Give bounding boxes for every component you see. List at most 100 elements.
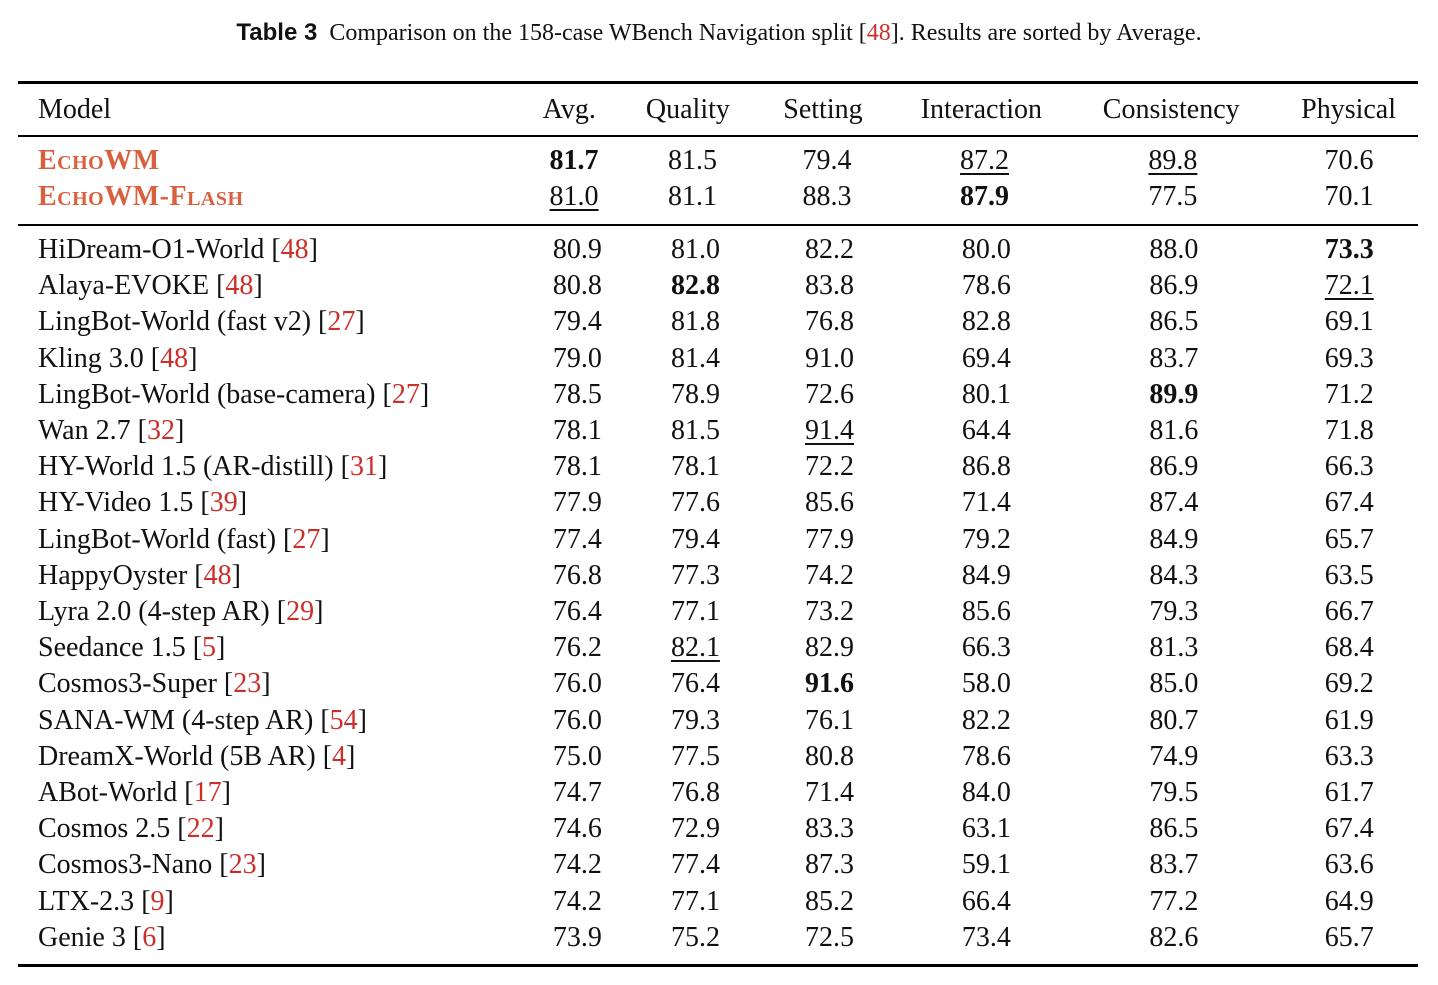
table-row: Cosmos 2.5 [22] 74.6 72.9 83.3 63.1 86.5 67.4 — [18, 811, 1418, 847]
model-cell: ABot-World [17] — [38, 777, 231, 809]
citation-link[interactable]: 27 — [327, 306, 356, 338]
model-name: Alaya-EVOKE — [38, 270, 210, 302]
physical-cell: 73.3 — [1281, 232, 1418, 268]
citation-link[interactable]: 27 — [391, 378, 420, 410]
physical-cell: 65.7 — [1281, 522, 1418, 558]
avg-value: 76.4 — [552, 596, 602, 628]
citation-link[interactable]: 22 — [186, 813, 215, 845]
citation-link[interactable]: 6 — [142, 921, 157, 953]
avg-value: 76.2 — [552, 632, 602, 664]
model-cell: LingBot-World (fast) [27] — [38, 523, 330, 555]
avg-value: 78.1 — [552, 415, 602, 447]
table-row: Cosmos3-Super [23] 76.0 76.4 91.6 58.0 85.0 69… — [18, 666, 1418, 702]
avg-cell: 81.7 — [514, 143, 634, 179]
physical-cell: 69.1 — [1281, 304, 1418, 340]
model-name: LTX-2.3 — [38, 885, 135, 917]
table-row: HY-Video 1.5 [39] 77.9 77.6 85.6 71.4 87.4 67.… — [18, 485, 1418, 521]
header-consistency: Consistency — [1102, 94, 1240, 125]
setting-value: 76.8 — [804, 306, 854, 338]
model-name: HY-World 1.5 (AR-distill) — [38, 451, 334, 483]
caption-ref-link[interactable]: 48 — [866, 20, 891, 46]
model-name: Kling 3.0 — [38, 342, 144, 374]
consistency-cell: 80.7 — [1067, 703, 1280, 739]
setting-value: 74.2 — [804, 559, 854, 591]
consistency-value: 86.5 — [1149, 813, 1199, 845]
citation-link[interactable]: 9 — [150, 885, 165, 917]
avg-cell: 76.4 — [517, 594, 637, 630]
setting-value: 76.1 — [804, 704, 854, 736]
avg-value: 77.9 — [552, 487, 602, 519]
avg-cell: 74.6 — [517, 811, 637, 847]
model-name: LingBot-World (fast) — [38, 523, 277, 555]
table-row: Wan 2.7 [32] 78.1 81.5 91.4 64.4 81.6 71.8 — [18, 413, 1418, 449]
setting-cell: 72.6 — [753, 377, 905, 413]
citation-link[interactable]: 23 — [233, 668, 262, 700]
table-row: Cosmos3-Nano [23] 74.2 77.4 87.3 59.1 83.7 63.… — [18, 847, 1418, 883]
physical-value: 71.2 — [1324, 378, 1374, 410]
quality-value: 82.1 — [670, 632, 720, 664]
physical-value: 69.1 — [1324, 306, 1374, 338]
citation-link[interactable]: 5 — [202, 632, 217, 664]
model-name: Lyra 2.0 (4-step AR) — [38, 596, 270, 628]
citation-link[interactable]: 17 — [193, 777, 222, 809]
physical-cell: 61.7 — [1281, 775, 1418, 811]
consistency-value: 77.2 — [1149, 885, 1199, 917]
citation-link[interactable]: 31 — [349, 451, 378, 483]
quality-cell: 81.1 — [634, 179, 750, 215]
table-row: ABot-World [17] 74.7 76.8 71.4 84.0 79.5 61.7 — [18, 775, 1418, 811]
model-cell: EchoWM — [18, 143, 514, 179]
physical-value: 66.7 — [1324, 596, 1374, 628]
quality-cell: 77.4 — [637, 847, 753, 883]
table-row: EchoWM 81.7 81.5 79.4 87.2 89.8 70.6 — [18, 143, 1418, 179]
physical-value: 70.6 — [1324, 145, 1374, 176]
citation-link[interactable]: 4 — [332, 740, 347, 772]
avg-cell: 77.4 — [517, 522, 637, 558]
physical-cell: 63.6 — [1281, 847, 1418, 883]
avg-cell: 74.2 — [517, 847, 637, 883]
model-cell: Alaya-EVOKE [48] — [38, 270, 263, 302]
model-name: DreamX-World (5B AR) — [38, 740, 316, 772]
setting-cell: 88.3 — [751, 179, 904, 215]
physical-cell: 61.9 — [1281, 703, 1418, 739]
citation-link[interactable]: 29 — [286, 596, 315, 628]
setting-cell: 76.1 — [753, 703, 905, 739]
setting-value: 85.2 — [804, 885, 854, 917]
model-name: Cosmos3-Super — [38, 668, 217, 700]
citation-link[interactable]: 27 — [292, 523, 321, 555]
citation-link[interactable]: 32 — [146, 415, 175, 447]
interaction-value: 66.3 — [961, 632, 1011, 664]
setting-value: 71.4 — [804, 777, 854, 809]
avg-value: 76.0 — [552, 704, 602, 736]
model-cell: LTX-2.3 [9] — [38, 885, 174, 917]
citation-link[interactable]: 48 — [203, 559, 232, 591]
consistency-value: 85.0 — [1149, 668, 1199, 700]
quality-cell: 79.4 — [637, 522, 753, 558]
interaction-cell: 78.6 — [906, 268, 1068, 304]
model-name: Genie 3 — [38, 921, 126, 953]
consistency-value: 84.3 — [1149, 559, 1199, 591]
citation-link[interactable]: 48 — [280, 234, 309, 265]
table-row: Lyra 2.0 (4-step AR) [29] 76.4 77.1 73.2 85.… — [18, 594, 1418, 630]
citation-link[interactable]: 54 — [329, 704, 358, 736]
physical-cell: 64.9 — [1281, 884, 1418, 920]
physical-value: 69.2 — [1324, 668, 1374, 700]
citation-link[interactable]: 48 — [160, 342, 189, 374]
citation-link[interactable]: 39 — [209, 487, 238, 519]
citation-link[interactable]: 48 — [225, 270, 254, 302]
quality-cell: 76.4 — [637, 666, 753, 702]
setting-cell: 71.4 — [753, 775, 905, 811]
physical-cell: 70.6 — [1280, 143, 1418, 179]
citation-link[interactable]: 23 — [228, 849, 257, 881]
bottom-rule — [18, 964, 1418, 967]
avg-value: 79.0 — [552, 342, 602, 374]
quality-cell: 81.5 — [634, 143, 750, 179]
quality-cell: 81.5 — [637, 413, 753, 449]
physical-value: 71.8 — [1324, 415, 1374, 447]
table-row: LingBot-World (fast) [27] 77.4 79.4 77.9 79.… — [18, 522, 1418, 558]
interaction-cell: 84.0 — [906, 775, 1068, 811]
header-physical: Physical — [1301, 94, 1397, 125]
quality-value: 75.2 — [670, 921, 720, 953]
setting-cell: 91.0 — [753, 341, 905, 377]
avg-cell: 80.9 — [517, 232, 637, 268]
interaction-value: 82.2 — [961, 704, 1011, 736]
